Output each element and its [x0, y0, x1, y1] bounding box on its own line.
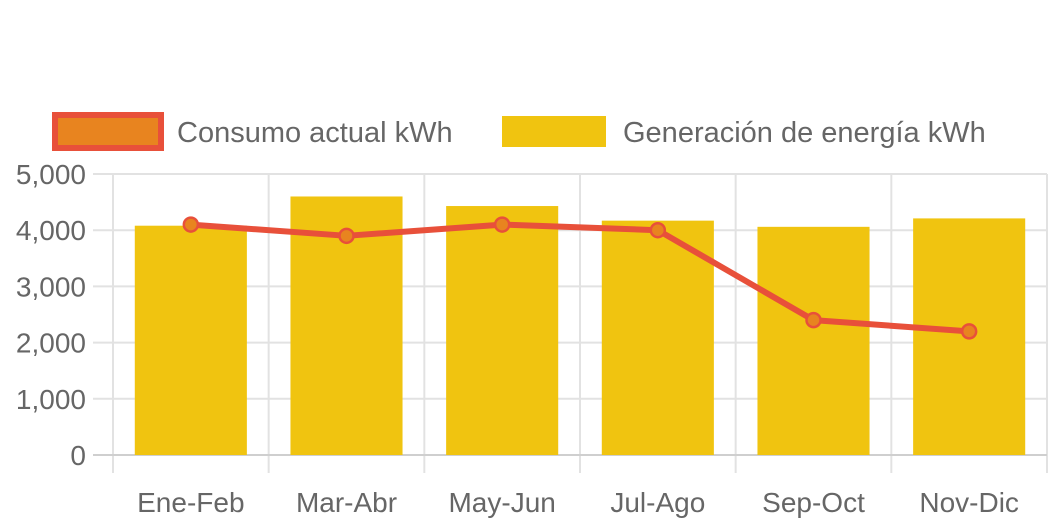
bar-generacion[interactable] [601, 220, 714, 455]
x-tick-label: Mar-Abr [296, 487, 397, 518]
chart-legend: Consumo actual kWh Generación de energía… [52, 112, 986, 151]
x-tick-label: May-Jun [448, 487, 555, 518]
bar-generacion[interactable] [446, 206, 559, 455]
x-tick-label: Nov-Dic [919, 487, 1019, 518]
point-consumo[interactable] [805, 311, 822, 329]
bar-series [134, 196, 1026, 456]
y-tick-label: 1,000 [16, 384, 86, 415]
legend-label-generacion[interactable]: Generación de energía kWh [623, 117, 986, 149]
bar-generacion[interactable] [757, 226, 870, 455]
point-consumo[interactable] [493, 216, 511, 233]
point-consumo[interactable] [649, 221, 667, 239]
line-consumo [187, 221, 973, 335]
legend-swatch-generacion[interactable] [502, 116, 606, 147]
x-tick-label: Jul-Ago [610, 487, 705, 518]
legend-swatch-consumo[interactable] [52, 112, 164, 151]
x-tick-label: Sep-Oct [762, 487, 865, 518]
point-consumo[interactable] [182, 216, 200, 233]
point-consumo[interactable] [338, 227, 355, 245]
point-consumo[interactable] [960, 323, 978, 340]
y-tick-label: 5,000 [16, 159, 86, 190]
y-tick-label: 2,000 [16, 328, 86, 359]
y-tick-label: 0 [70, 440, 86, 471]
y-tick-label: 4,000 [16, 215, 86, 246]
line-series [182, 216, 978, 340]
chart-axes: 0 1,000 2,000 3,000 4,000 5,000 Ene-Feb Mar-Abr… [16, 159, 1019, 518]
x-tick-label: Ene-Feb [137, 487, 244, 518]
bar-generacion[interactable] [134, 225, 247, 455]
y-tick-label: 3,000 [16, 271, 86, 302]
legend-label-consumo[interactable]: Consumo actual kWh [177, 117, 453, 149]
